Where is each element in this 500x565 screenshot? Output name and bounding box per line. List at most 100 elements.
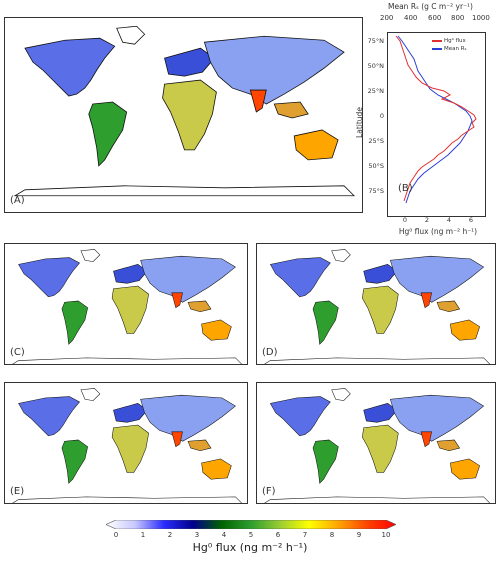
ytick-75s: 75°S <box>368 187 384 195</box>
profile-xlabel: Hg⁰ flux (ng m⁻² h⁻¹) <box>398 227 478 236</box>
landmass-antarctica <box>12 496 242 503</box>
landmass-north-america <box>18 396 80 437</box>
ytick-25s: 25°S <box>368 137 384 145</box>
landmass-india <box>420 292 432 309</box>
colorbar-tick-2: 2 <box>167 531 173 539</box>
landmass-australia <box>201 319 232 341</box>
landmass-north-america <box>24 37 116 97</box>
landmass-greenland <box>80 249 101 262</box>
colorbar-tick-9: 9 <box>356 531 362 539</box>
top-tick-1000: 1000 <box>472 14 490 22</box>
landmass-australia <box>201 458 232 480</box>
xtick-4: 4 <box>446 216 452 224</box>
landmass-europe <box>113 403 148 423</box>
landmass-europe <box>113 264 148 284</box>
landmass-india <box>171 292 183 309</box>
landmass-greenland <box>116 25 146 45</box>
landmass-asia <box>389 394 485 442</box>
panel-label-e: (E) <box>10 486 25 497</box>
landmass-north-america <box>269 396 331 437</box>
landmass-south-america <box>61 439 88 484</box>
landmass-africa <box>111 424 149 473</box>
landmass-europe <box>363 403 398 423</box>
landmass-africa <box>362 285 399 334</box>
landmass-se-asia <box>436 300 461 313</box>
top-tick-800: 800 <box>451 14 465 22</box>
landmass-asia <box>389 255 485 303</box>
panel-label-d: (D) <box>262 347 278 358</box>
ytick-0: 0 <box>379 112 384 120</box>
profile-top-axis-title: Mean Rₛ (g C m⁻² yr⁻¹) <box>388 2 473 11</box>
landmass-north-america <box>18 257 80 298</box>
ytick-75n: 75°N <box>367 37 384 45</box>
world-map-a <box>13 25 355 197</box>
landmass-australia <box>450 319 480 341</box>
landmass-india <box>420 431 432 448</box>
landmass-africa <box>362 424 399 473</box>
landmass-se-asia <box>187 439 212 452</box>
landmass-africa <box>162 79 217 151</box>
legend-swatch-hg <box>432 40 442 42</box>
world-map-d <box>264 249 491 364</box>
map-panel-d: (D) <box>256 243 496 365</box>
landmass-europe <box>164 47 216 77</box>
legend-swatch-rs <box>432 48 442 50</box>
colorbar-tick-10: 10 <box>381 531 391 539</box>
landmass-se-asia <box>187 300 212 313</box>
legend-item-hg: Hg⁰ flux <box>432 37 467 45</box>
legend-item-rs: Mean Rₛ <box>432 45 467 53</box>
landmass-greenland <box>331 388 351 401</box>
landmass-asia <box>140 255 236 303</box>
rs-profile-line <box>397 35 473 204</box>
landmass-south-america <box>88 101 128 167</box>
legend-label-rs: Mean Rₛ <box>444 46 467 52</box>
world-map-c <box>12 249 242 364</box>
colorbar-tick-3: 3 <box>194 531 200 539</box>
hg-flux-profile-line <box>395 35 477 202</box>
colorbar-tick-1: 1 <box>140 531 146 539</box>
panel-label-a: (A) <box>10 195 25 206</box>
landmass-india <box>249 89 267 113</box>
colorbar-tick-4: 4 <box>221 531 227 539</box>
map-panel-a: (A) <box>4 17 363 213</box>
landmass-europe <box>363 264 398 284</box>
landmass-antarctica <box>12 357 242 364</box>
panel-label-b: (B) <box>398 183 413 194</box>
xtick-0: 0 <box>402 216 408 224</box>
top-tick-200: 200 <box>380 14 394 22</box>
landmass-greenland <box>331 249 351 262</box>
profile-ylabel: Latitude <box>354 107 364 138</box>
landmass-india <box>171 431 183 448</box>
map-panel-c: (C) <box>4 243 248 365</box>
colorbar-tick-7: 7 <box>302 531 308 539</box>
colorbar-tick-0: 0 <box>113 531 119 539</box>
map-panel-f: (F) <box>256 382 496 504</box>
ytick-50n: 50°N <box>367 62 384 70</box>
landmass-greenland <box>80 388 101 401</box>
legend-label-hg: Hg⁰ flux <box>444 38 466 44</box>
map-panel-e: (E) <box>4 382 248 504</box>
xtick-2: 2 <box>424 216 430 224</box>
colorbar-tick-6: 6 <box>275 531 281 539</box>
landmass-asia <box>203 35 345 105</box>
landmass-asia <box>140 394 236 442</box>
colorbar <box>106 520 396 529</box>
landmass-south-america <box>61 300 88 345</box>
colorbar-gradient <box>106 520 396 529</box>
world-map-f <box>264 388 491 503</box>
landmass-south-america <box>312 439 339 484</box>
landmass-north-america <box>269 257 331 298</box>
profile-plot <box>395 35 477 204</box>
panel-label-f: (F) <box>262 486 276 497</box>
colorbar-tick-8: 8 <box>329 531 335 539</box>
landmass-antarctica <box>264 357 491 364</box>
profile-legend: Hg⁰ flux Mean Rₛ <box>432 37 467 53</box>
xtick-6: 6 <box>468 216 474 224</box>
world-map-e <box>12 388 242 503</box>
landmass-africa <box>111 285 149 334</box>
panel-label-c: (C) <box>10 347 25 358</box>
landmass-se-asia <box>273 101 309 119</box>
landmass-south-america <box>312 300 339 345</box>
landmass-antarctica <box>13 185 355 197</box>
ytick-25n: 25°N <box>367 87 384 95</box>
